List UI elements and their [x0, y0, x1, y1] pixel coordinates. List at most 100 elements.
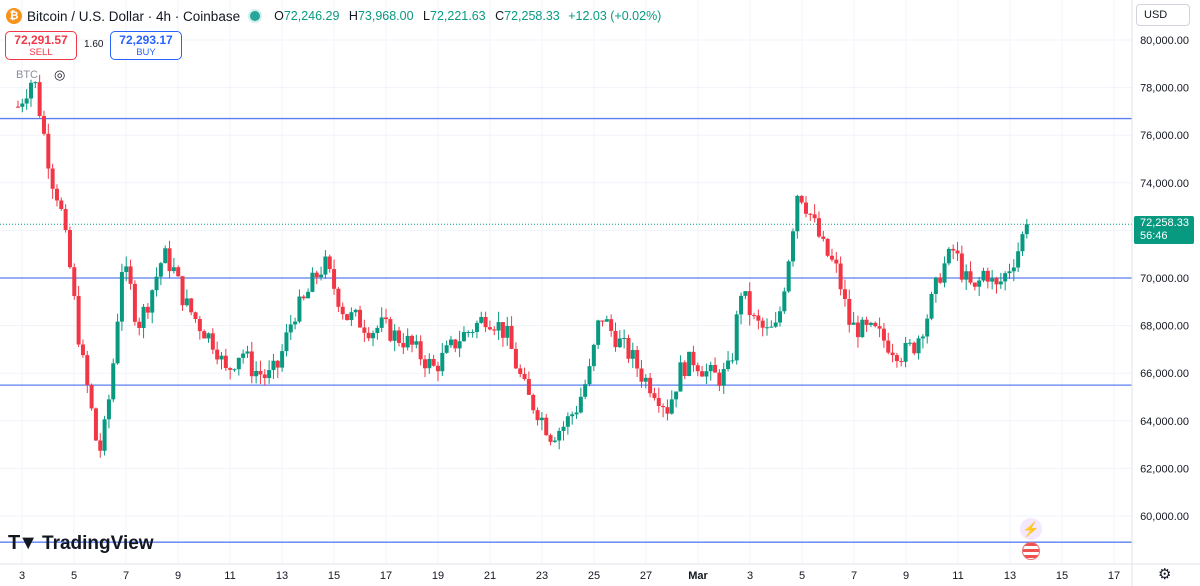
- candle-body: [448, 339, 453, 346]
- candle-body: [635, 350, 640, 369]
- candle-body: [275, 360, 280, 368]
- candle-body: [245, 351, 250, 354]
- low-value: 72,221.63: [430, 9, 486, 23]
- currency-label: USD: [1144, 9, 1168, 21]
- gear-icon[interactable]: ⚙: [1158, 566, 1172, 583]
- candle-body: [457, 341, 462, 349]
- candle-body: [535, 410, 540, 421]
- candle-body: [544, 417, 549, 436]
- candle-body: [371, 333, 376, 339]
- candle-body: [868, 322, 873, 325]
- sell-button[interactable]: 72,291.57 SELL: [5, 31, 77, 60]
- candle-body: [847, 298, 852, 325]
- price-tick-label: 80,000.00: [1140, 35, 1189, 47]
- candle-body: [743, 291, 748, 296]
- candle-body: [314, 272, 319, 278]
- candle-body: [552, 440, 557, 442]
- candle-body: [890, 352, 895, 356]
- candle-body: [791, 231, 796, 262]
- candle-body: [306, 291, 311, 299]
- candle-body: [786, 261, 791, 292]
- chart-header: ₿ Bitcoin / U.S. Dollar · 4h · Coinbase …: [6, 6, 661, 26]
- date-tick-label: 11: [224, 570, 235, 582]
- candle-body: [444, 345, 449, 353]
- candle-body: [713, 364, 718, 373]
- candle-body: [656, 398, 661, 407]
- candle-body: [435, 365, 440, 372]
- candle-body: [46, 133, 51, 169]
- candle-body: [461, 332, 466, 342]
- candle-body: [93, 408, 98, 441]
- candle-body: [405, 335, 410, 348]
- candle-body: [977, 280, 982, 287]
- candle-body: [280, 351, 285, 368]
- candles: [16, 74, 1029, 458]
- candle-body: [340, 306, 345, 315]
- candle-body: [332, 269, 337, 289]
- candle-body: [193, 312, 198, 320]
- candle-body: [985, 270, 990, 282]
- candle-body: [106, 399, 111, 420]
- candle-body: [284, 332, 289, 352]
- candle-body: [583, 384, 588, 397]
- candle-body: [959, 253, 964, 280]
- candle-body: [972, 282, 977, 287]
- candle-body: [782, 291, 787, 312]
- date-tick-label: 17: [1108, 570, 1120, 582]
- candle-body: [574, 412, 579, 415]
- candle-body: [453, 339, 458, 349]
- ohlc-values: O72,246.29 H73,968.00 L72,221.63 C72,258…: [268, 9, 661, 23]
- date-tick-label: 9: [903, 570, 909, 582]
- candle-body: [721, 369, 726, 386]
- candle-body: [669, 399, 674, 414]
- candle-body: [591, 344, 596, 367]
- candle-body: [834, 259, 839, 264]
- us-flag-icon[interactable]: [1022, 542, 1040, 560]
- candle-body: [24, 98, 29, 104]
- candle-body: [431, 358, 436, 366]
- price-tick-label: 68,000.00: [1140, 321, 1189, 333]
- eye-hidden-icon[interactable]: ◎: [54, 67, 66, 82]
- candle-body: [803, 202, 808, 214]
- candle-body: [617, 338, 622, 348]
- candle-body: [687, 351, 692, 377]
- candle-body: [353, 309, 358, 313]
- candle-body: [20, 103, 25, 107]
- candle-body: [288, 324, 293, 333]
- symbol-title[interactable]: Bitcoin / U.S. Dollar · 4h · Coinbase: [27, 8, 241, 24]
- candle-body: [115, 321, 120, 364]
- candle-body: [375, 327, 380, 334]
- date-tick-label: 23: [536, 570, 548, 582]
- candle-body: [163, 248, 168, 264]
- date-tick-label: 15: [1056, 570, 1068, 582]
- candle-body: [189, 298, 194, 313]
- candle-body: [197, 319, 202, 332]
- date-tick-label: 9: [175, 570, 181, 582]
- candle-body: [726, 360, 731, 370]
- candle-body: [951, 248, 956, 251]
- candle-body: [409, 335, 414, 345]
- candle-body: [665, 407, 670, 414]
- candle-body: [171, 267, 176, 272]
- price-tick-label: 60,000.00: [1140, 511, 1189, 523]
- candle-body: [942, 263, 947, 283]
- candle-body: [925, 318, 930, 337]
- candle-body: [158, 263, 163, 277]
- candle-body: [946, 248, 951, 264]
- candle-body: [916, 338, 921, 354]
- buy-button[interactable]: 72,293.17 BUY: [110, 31, 182, 60]
- candle-body: [630, 350, 635, 359]
- tradingview-logo[interactable]: T▼ TradingView: [8, 532, 154, 555]
- candle-body: [760, 320, 765, 328]
- brand-name: TradingView: [42, 532, 154, 554]
- candle-body: [111, 363, 116, 400]
- candle-body: [829, 255, 834, 260]
- market-open-dot-icon: [250, 11, 261, 21]
- lightning-icon[interactable]: ⚡: [1020, 518, 1042, 540]
- candle-body: [89, 384, 94, 409]
- currency-selector[interactable]: USD: [1136, 4, 1190, 26]
- bitcoin-icon[interactable]: ₿: [6, 8, 22, 24]
- candle-body: [643, 377, 648, 382]
- candle-body: [301, 296, 306, 299]
